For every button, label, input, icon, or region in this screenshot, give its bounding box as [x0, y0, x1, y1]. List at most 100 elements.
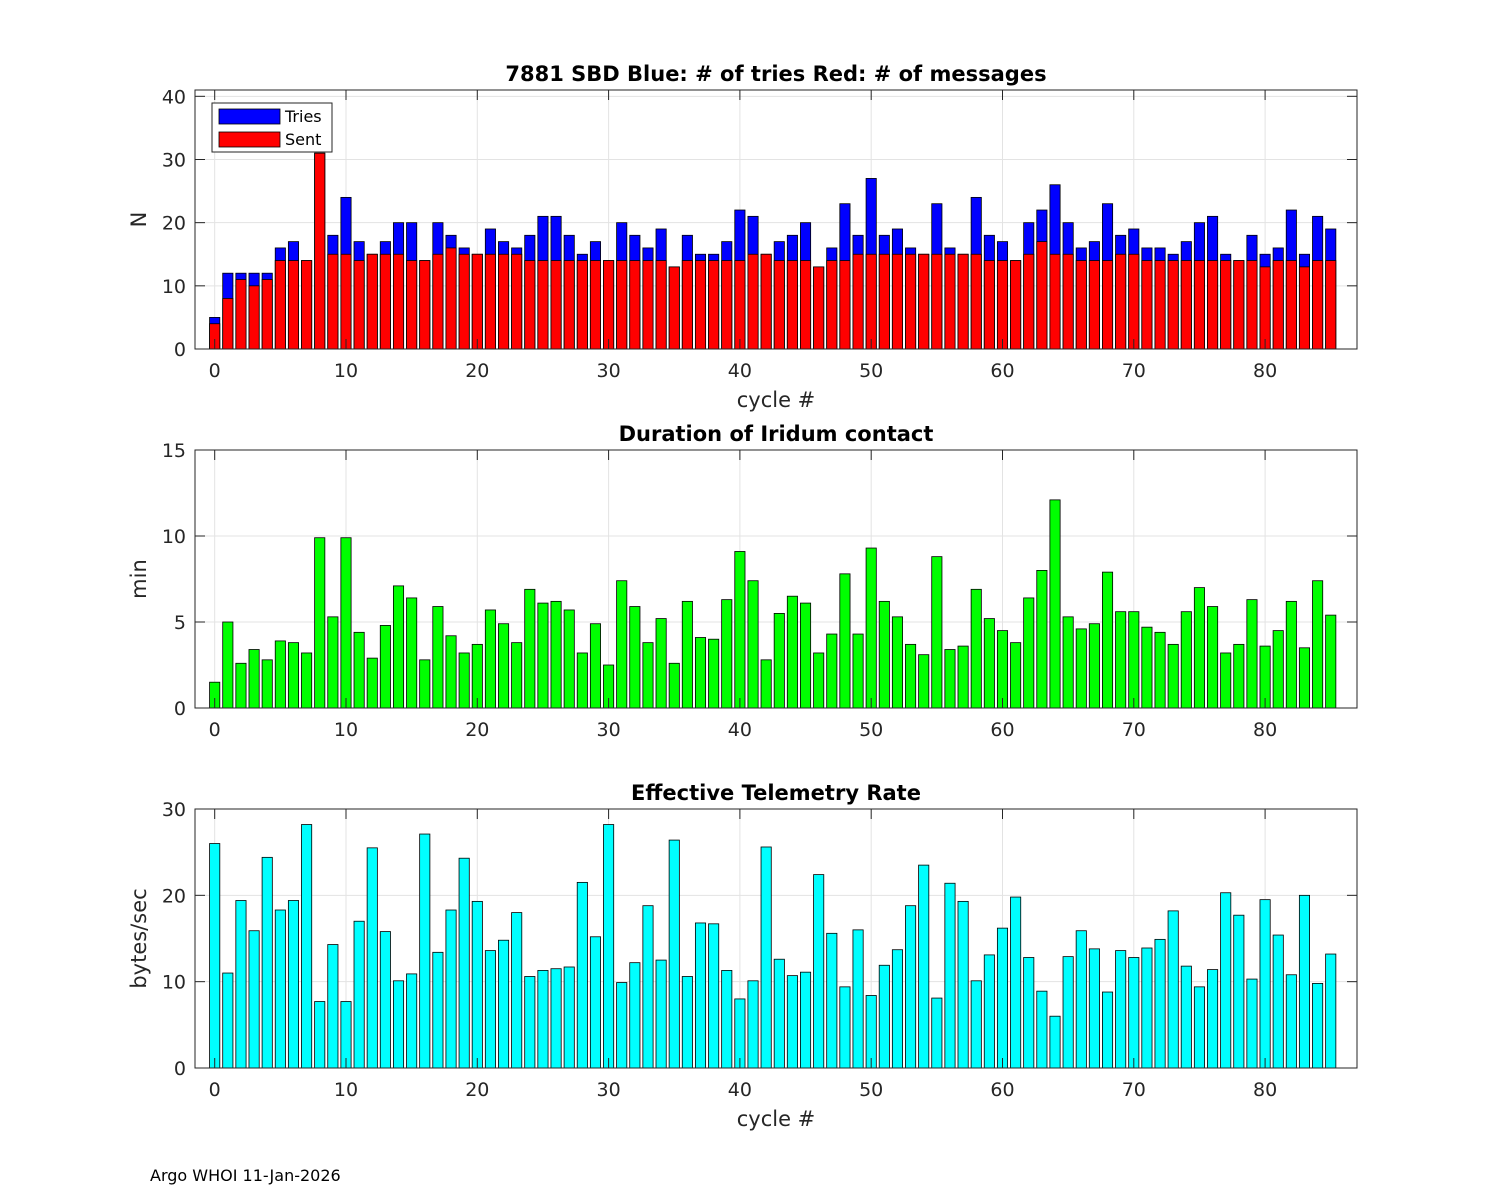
legend-label-tries: Tries [284, 107, 322, 126]
bar [891, 949, 903, 1069]
x-tick-label: 70 [1122, 719, 1146, 741]
axes-box [194, 89, 1358, 350]
bar-sent [629, 260, 641, 350]
bar [511, 642, 523, 709]
bar-sent [1325, 260, 1337, 350]
bar [905, 643, 917, 709]
bar-sent [1259, 266, 1271, 350]
bar [1036, 570, 1048, 709]
bar [734, 551, 746, 709]
bar [1128, 611, 1140, 709]
bar-sent [524, 260, 536, 350]
chart-title: Duration of Iridum contact [619, 422, 934, 446]
bar [1167, 910, 1179, 1069]
bar-sent [905, 253, 917, 350]
bar [314, 537, 326, 709]
bar [287, 642, 299, 709]
chart-title: 7881 SBD Blue: # of tries Red: # of mess… [505, 62, 1046, 86]
bar [1259, 899, 1271, 1069]
bar [248, 930, 260, 1069]
x-tick-label: 20 [465, 1079, 489, 1101]
bar-sent [616, 260, 628, 350]
bar [248, 649, 260, 709]
bar-sent [1102, 260, 1114, 350]
bar-sent [287, 260, 299, 350]
bar [379, 625, 391, 709]
y-tick-label: 20 [162, 885, 186, 907]
telemetry-rate-chart: 0 10 20 30 40 50 60 70 80 0 10 20 30 Effective Teleme… [127, 781, 1358, 1131]
bar-sent [721, 260, 733, 350]
y-tick-label: 40 [162, 86, 186, 108]
x-tick-label: 0 [209, 719, 221, 741]
bar [826, 932, 838, 1069]
bar [1088, 948, 1100, 1069]
x-tick-label: 50 [859, 719, 883, 741]
bar [721, 970, 733, 1069]
bar-sent [327, 253, 339, 350]
bar [327, 616, 339, 709]
bar [996, 927, 1009, 1069]
iridium-duration-chart: 0 10 20 30 40 50 60 70 80 0 5 10 15 Duration of Iridu… [127, 422, 1358, 741]
bar [603, 824, 615, 1069]
bar [905, 905, 917, 1069]
bar-sent [458, 253, 470, 350]
bar [891, 616, 903, 709]
bar [537, 602, 549, 709]
bar [747, 580, 759, 709]
bar [406, 973, 418, 1069]
bar-sent [589, 260, 601, 350]
bar [668, 839, 680, 1069]
bar-sent [747, 253, 759, 350]
chart-title: Effective Telemetry Rate [631, 781, 921, 805]
bar [852, 929, 864, 1069]
x-tick-label: 50 [859, 360, 883, 382]
x-tick-label: 20 [465, 719, 489, 741]
bar [379, 931, 391, 1069]
bar [498, 939, 510, 1069]
bar [1115, 611, 1127, 709]
bar [287, 900, 299, 1069]
bar [760, 846, 772, 1069]
bar-sent [996, 260, 1009, 350]
bar-sent [970, 253, 982, 350]
x-tick-label: 80 [1253, 360, 1277, 382]
bar-sent [944, 253, 956, 350]
bar-sent [983, 260, 995, 350]
bar-sent [957, 253, 969, 350]
bar-sent [813, 266, 825, 350]
bar [681, 600, 693, 709]
bar [1207, 969, 1219, 1069]
bar-sent [931, 253, 943, 350]
bar-sent [839, 260, 851, 350]
y-tick-label: 30 [162, 799, 186, 821]
bar [655, 618, 667, 709]
bar [1036, 990, 1048, 1069]
bar [484, 609, 496, 709]
bar [681, 976, 693, 1069]
bar-sent [1141, 260, 1153, 350]
bar [1102, 571, 1114, 709]
bar-sent [274, 260, 286, 350]
bar [813, 652, 825, 709]
x-tick-label: 40 [728, 719, 752, 741]
bar-sent [603, 260, 615, 350]
bar [800, 971, 812, 1069]
bar [878, 964, 890, 1069]
bar [1049, 499, 1061, 709]
bar-sent [445, 247, 457, 350]
bar-sent [668, 266, 680, 350]
bar [694, 922, 707, 1069]
bar [629, 962, 641, 1069]
bar [957, 900, 969, 1069]
bar-sent [1180, 260, 1192, 350]
bar [589, 623, 601, 709]
bar-sent [852, 253, 864, 350]
bar [563, 609, 575, 709]
bar [392, 585, 405, 709]
x-tick-label: 30 [596, 719, 620, 741]
bar-sent [708, 260, 720, 350]
bar [983, 618, 995, 709]
bar [432, 606, 444, 709]
bar [1180, 611, 1192, 709]
